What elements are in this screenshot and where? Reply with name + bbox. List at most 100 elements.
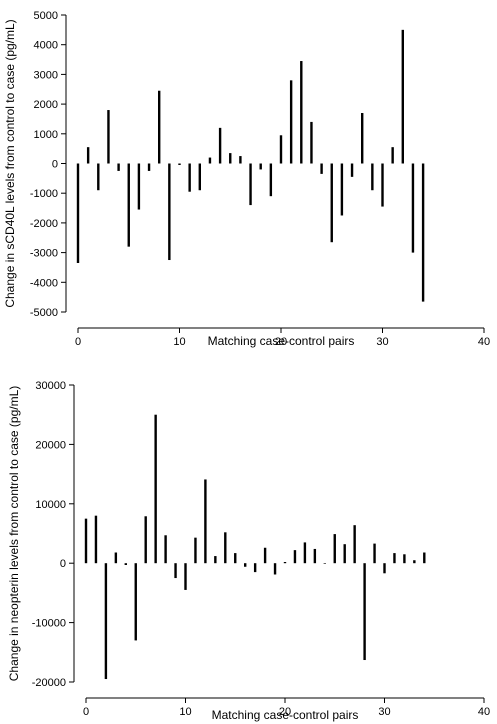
- chart1-bar: [117, 163, 120, 171]
- chart1-bar: [249, 163, 252, 206]
- chart2-bar: [363, 563, 366, 661]
- chart1-y-tick-label: 3000: [34, 69, 58, 81]
- chart1-y-tick-label: -4000: [30, 277, 58, 289]
- chart2-bar: [164, 535, 167, 564]
- chart2-bar: [383, 563, 386, 574]
- chart1-bar: [178, 163, 181, 165]
- chart2-bar: [393, 553, 396, 564]
- chart2-bar: [303, 542, 307, 564]
- chart1-bar: [229, 153, 232, 164]
- chart1-x-tick-label: 10: [173, 336, 185, 348]
- chart1-bar: [289, 80, 293, 164]
- chart1-bar: [320, 163, 323, 174]
- chart1-x-tick-label: 40: [478, 336, 490, 348]
- chart2-bar: [174, 563, 177, 579]
- chart1-bar: [411, 163, 415, 253]
- chart2-bar: [323, 563, 326, 564]
- chart2-y-tick-label: -20000: [32, 677, 66, 689]
- chart2-bar: [413, 560, 416, 564]
- chart2-bar: [253, 563, 257, 573]
- chart2-bar: [144, 516, 147, 564]
- chart2-bar: [423, 552, 426, 564]
- chart1-bar: [279, 135, 283, 164]
- chart2-y-tick-label: -10000: [32, 618, 66, 630]
- chart2-bar: [333, 534, 336, 564]
- chart1-bar: [350, 163, 354, 177]
- chart2-bar: [184, 563, 187, 590]
- chart2-x-axis-title: Matching case-control pairs: [212, 708, 359, 722]
- chart2-panel: -20000 -10000 0 10000 20000 30000 0 10 20 30 40 Mat…: [7, 380, 490, 722]
- chart1-y-tick-label: -5000: [30, 307, 58, 319]
- chart1-bar: [137, 163, 141, 210]
- chart2-bar: [154, 414, 157, 564]
- chart2-bar: [84, 518, 88, 564]
- chart1-bar: [107, 110, 110, 164]
- chart2-bar: [94, 515, 98, 564]
- chart2-bar: [403, 554, 406, 564]
- chart1-bar: [147, 163, 151, 171]
- chart2-y-tick-label: 20000: [35, 439, 66, 451]
- chart2-y-tick-label: 0: [60, 558, 66, 570]
- chart2-bar: [234, 553, 237, 564]
- chart2-x-tick-label: 20: [279, 706, 291, 718]
- chart1-bar: [76, 163, 80, 263]
- chart2-bar: [353, 525, 356, 564]
- chart1-bar: [300, 61, 303, 164]
- chart2-bar: [124, 563, 127, 565]
- chart1-y-tick-label: 2000: [34, 99, 58, 111]
- chart1-bar: [198, 163, 201, 191]
- chart2-bar: [224, 532, 227, 564]
- chart2-bar: [293, 550, 297, 564]
- chart2-bar: [244, 563, 247, 567]
- chart2-bar: [283, 562, 287, 564]
- chart2-x-tick-label: 30: [378, 706, 390, 718]
- chart1-y-tick-label: 4000: [34, 40, 58, 52]
- chart1-bar: [188, 163, 191, 192]
- chart1-y-tick-label: 1000: [34, 129, 58, 141]
- chart1-bar: [401, 29, 404, 164]
- chart2-bar: [214, 556, 217, 564]
- chart1-bar: [218, 127, 222, 164]
- chart2-bar: [313, 548, 317, 564]
- chart2-y-axis-title: Change in neopterin levels from control …: [7, 386, 21, 681]
- chart2-y-tick-label: 10000: [35, 499, 66, 511]
- chart1-bar: [97, 163, 100, 191]
- chart1-x-tick-label: 0: [75, 336, 81, 348]
- chart1-y-tick-label: 0: [52, 159, 58, 171]
- chart1-bar: [330, 163, 333, 243]
- chart1-y-axis-title: Change in sCD40L levels from control to …: [3, 19, 17, 307]
- chart1-bar: [310, 121, 313, 164]
- chart2-x-tick-label: 40: [478, 706, 490, 718]
- chart2-x-tick-label: 10: [179, 706, 191, 718]
- chart1-y-tick-label: -1000: [30, 188, 58, 200]
- chart2-bar: [373, 543, 376, 564]
- chart1-bar: [340, 163, 344, 216]
- chart1-bar: [158, 90, 161, 164]
- chart1-bar: [168, 163, 171, 261]
- chart1-bar: [86, 147, 90, 164]
- chart2-bar: [194, 537, 197, 564]
- chart1-bar: [239, 156, 242, 164]
- chart2-bar: [114, 552, 118, 564]
- chart1-x-axis-title: Matching case-control pairs: [208, 334, 355, 348]
- chart2-x-tick-label: 0: [83, 706, 89, 718]
- chart1-bar: [421, 163, 425, 302]
- chart1-bar: [381, 163, 384, 207]
- chart1-bar: [371, 163, 374, 191]
- chart2-y-tick-label: 30000: [35, 380, 66, 392]
- chart1-x-tick-label: 30: [376, 336, 388, 348]
- chart1-y-tick-label: -3000: [30, 248, 58, 260]
- chart1-y-tick-label: -2000: [30, 218, 58, 230]
- chart2-bar: [263, 547, 267, 564]
- chart1-x-tick-label: 20: [275, 336, 287, 348]
- chart1-y-tick-label: 5000: [34, 10, 58, 22]
- chart2-bar: [273, 563, 277, 575]
- chart1-bar: [127, 163, 130, 247]
- chart1-bar: [269, 163, 273, 197]
- chart2-bar: [204, 479, 207, 564]
- chart1-bar: [259, 163, 262, 170]
- chart1-bar: [208, 157, 212, 164]
- chart1-bar: [391, 147, 394, 164]
- chart1-bar: [361, 113, 364, 164]
